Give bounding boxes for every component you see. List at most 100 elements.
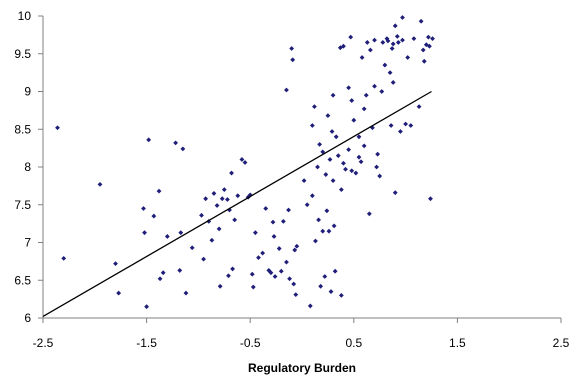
- data-point: [425, 34, 431, 40]
- data-point: [394, 33, 400, 39]
- data-point: [178, 230, 184, 236]
- data-point: [309, 123, 315, 128]
- data-point: [388, 123, 394, 128]
- data-point: [322, 274, 328, 279]
- x-tick-label: 1.5: [449, 336, 466, 350]
- data-point: [363, 92, 369, 98]
- data-point: [229, 170, 234, 176]
- data-point: [390, 80, 396, 85]
- data-point: [232, 217, 238, 223]
- data-point: [375, 151, 381, 157]
- data-point: [276, 246, 282, 251]
- data-point: [332, 268, 338, 274]
- plot-area: -2.5 -1.5 -0.5 0.5 1.5 2.5 6 6.5 7 7.5 8 8.5 9 9.5 10: [14, 9, 569, 350]
- data-point: [338, 187, 344, 193]
- y-axis-ticks: 6 6.5 7 7.5 8 8.5 9 9.5 10: [14, 9, 43, 325]
- data-point: [201, 256, 206, 262]
- data-point: [315, 164, 320, 170]
- data-point: [97, 181, 103, 187]
- data-point: [290, 57, 296, 63]
- data-point: [387, 70, 393, 76]
- data-point: [242, 160, 248, 165]
- data-point: [367, 47, 373, 53]
- data-point: [312, 104, 317, 109]
- data-point: [272, 274, 278, 279]
- data-point: [361, 143, 367, 149]
- data-point: [327, 157, 333, 162]
- data-point: [146, 137, 152, 143]
- data-point: [377, 173, 383, 179]
- data-point: [309, 193, 315, 199]
- data-point: [379, 89, 385, 94]
- data-point: [226, 273, 231, 279]
- data-point: [291, 281, 297, 287]
- y-tick-label: 8.5: [14, 122, 31, 136]
- data-point: [372, 37, 377, 43]
- data-point: [398, 129, 403, 134]
- data-point: [349, 98, 355, 103]
- data-point: [221, 187, 227, 193]
- data-point: [421, 58, 427, 64]
- data-point: [420, 47, 426, 53]
- data-point: [55, 125, 60, 131]
- x-tick-label: 2.5: [553, 336, 570, 350]
- x-axis-title: Regulatory Burden: [248, 361, 356, 375]
- data-point: [160, 270, 166, 276]
- data-point: [323, 172, 329, 177]
- data-point: [427, 43, 432, 49]
- data-point: [177, 268, 183, 273]
- data-point: [364, 40, 370, 45]
- data-point: [307, 303, 313, 309]
- data-point: [430, 36, 435, 42]
- data-point: [214, 203, 220, 208]
- data-point: [280, 218, 286, 224]
- data-point: [318, 283, 324, 289]
- data-point: [249, 271, 255, 277]
- data-point: [358, 159, 364, 165]
- data-point: [423, 42, 429, 48]
- data-point: [324, 208, 330, 214]
- data-point: [366, 211, 372, 217]
- data-point: [206, 218, 212, 224]
- data-point: [320, 228, 326, 234]
- data-point: [286, 207, 291, 213]
- data-point: [203, 196, 209, 202]
- data-point: [316, 217, 321, 223]
- data-point: [370, 125, 375, 131]
- data-point: [330, 92, 336, 98]
- data-point: [416, 104, 422, 109]
- data-point: [428, 196, 433, 202]
- data-point: [268, 270, 274, 276]
- data-point: [142, 230, 147, 236]
- data-point: [403, 121, 408, 127]
- data-point: [271, 234, 277, 239]
- data-point: [359, 55, 365, 60]
- y-tick-label: 9: [24, 85, 31, 99]
- data-point: [329, 129, 335, 134]
- data-point: [151, 213, 157, 219]
- data-point: [346, 85, 352, 91]
- y-tick-label: 9.5: [14, 47, 31, 61]
- data-point: [349, 168, 355, 174]
- data-point: [227, 207, 232, 213]
- data-point: [346, 147, 352, 153]
- data-point: [292, 247, 298, 253]
- data-point: [252, 230, 258, 236]
- x-tick-label: -1.5: [136, 336, 157, 350]
- data-point: [382, 62, 388, 68]
- data-point: [331, 223, 337, 229]
- data-point: [235, 193, 241, 199]
- data-point: [400, 37, 405, 43]
- data-point: [372, 83, 377, 89]
- data-point: [173, 140, 179, 146]
- data-point: [239, 157, 245, 162]
- data-point: [411, 36, 417, 42]
- data-point: [313, 238, 318, 244]
- data-point: [164, 234, 170, 239]
- data-point: [341, 43, 346, 49]
- data-point: [317, 141, 323, 147]
- data-point: [284, 259, 289, 265]
- y-tick-label: 10: [18, 9, 32, 23]
- data-point: [374, 164, 379, 170]
